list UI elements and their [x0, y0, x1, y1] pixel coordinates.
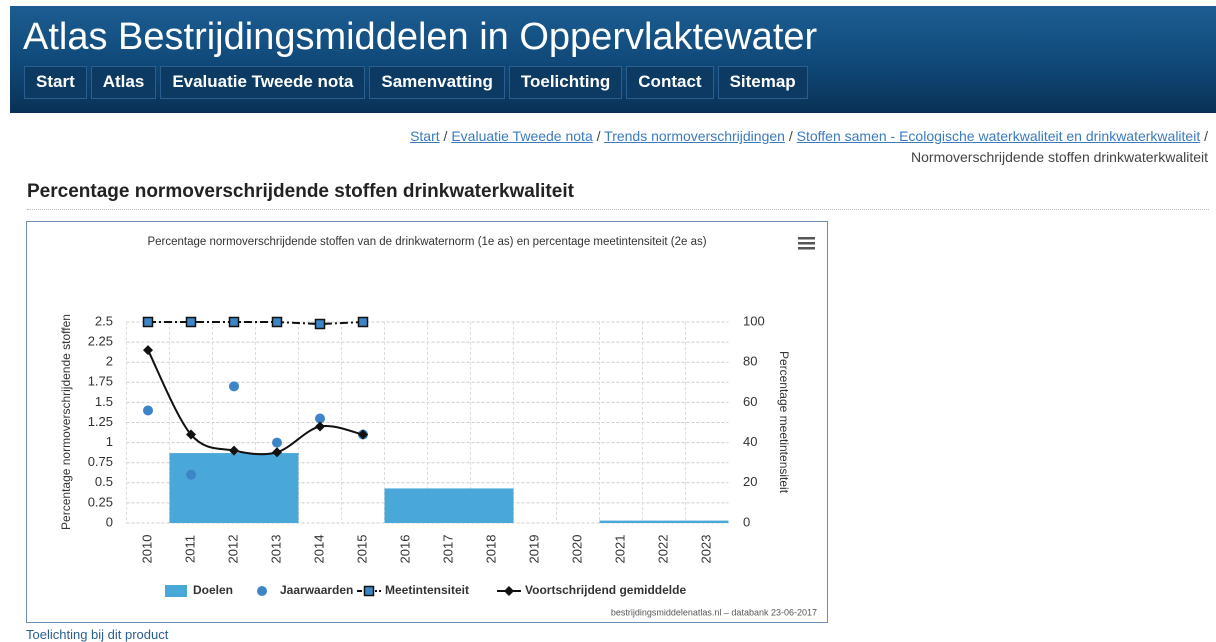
header: Atlas Bestrijdingsmiddelen in Oppervlakt…	[10, 6, 1216, 113]
breadcrumb: Start / Evaluatie Tweede nota / Trends n…	[410, 128, 1208, 165]
legend-label: Doelen	[193, 583, 233, 597]
bar	[599, 520, 643, 523]
chart: Percentage normoverschrijdende stoffen v…	[26, 221, 828, 623]
marker	[272, 447, 282, 458]
x-tick-label: 2010	[139, 535, 154, 564]
nav-item[interactable]: Start	[24, 66, 87, 99]
legend-label: Jaarwaarden	[280, 583, 353, 597]
marker	[228, 316, 240, 328]
marker	[142, 316, 154, 328]
bar	[212, 453, 256, 523]
y-tick-label: 2.25	[88, 334, 113, 349]
x-tick-label: 2023	[698, 535, 713, 564]
nav: Start Atlas Evaluatie Tweede nota Samenvatt…	[24, 66, 808, 99]
scatter-point	[186, 469, 196, 480]
bar	[384, 488, 428, 523]
nav-item[interactable]: Atlas	[90, 66, 157, 99]
breadcrumb-current: Normoverschrijdende stoffen drinkwaterkw…	[911, 149, 1208, 165]
marker	[143, 345, 153, 356]
bar	[685, 520, 729, 523]
y-tick-label: 1.75	[88, 374, 113, 389]
x-tick-label: 2013	[268, 535, 283, 564]
nav-item[interactable]: Sitemap	[717, 66, 808, 99]
x-tick-label: 2014	[311, 535, 326, 564]
x-tick-label: 2012	[225, 535, 240, 564]
legend-symbol	[165, 585, 187, 597]
y-tick-label: 2.5	[95, 313, 113, 328]
x-tick-label: 2011	[182, 535, 197, 563]
y-tick-label: 0.75	[88, 454, 113, 469]
line	[148, 321, 364, 326]
marker	[229, 445, 239, 456]
marker	[271, 316, 283, 328]
bar	[255, 453, 299, 523]
y-tick-label: 1	[106, 434, 113, 449]
y-tick-label: 0.5	[95, 474, 113, 489]
y-tick-label: 2	[106, 354, 113, 369]
y-axis-title: Percentage normoverschrijdende stoffen	[59, 314, 73, 530]
legend-symbol	[257, 586, 267, 596]
y2-tick-label: 40	[743, 434, 757, 449]
x-tick-label: 2015	[354, 535, 369, 564]
y-tick-label: 1.5	[95, 394, 113, 409]
y-tick-label: 1.25	[88, 414, 113, 429]
legend-symbol	[504, 586, 514, 596]
y2-tick-label: 20	[743, 474, 757, 489]
x-tick-label: 2019	[526, 535, 541, 564]
x-tick-label: 2020	[569, 535, 584, 564]
marker	[185, 316, 197, 328]
y2-axis-title: Percentage meetintensiteit	[777, 351, 791, 494]
breadcrumb-link[interactable]: Stoffen samen - Ecologische waterkwalite…	[796, 128, 1201, 144]
marker	[186, 429, 196, 440]
x-tick-label: 2017	[440, 535, 455, 564]
marker	[357, 316, 369, 328]
bar	[169, 453, 213, 523]
y-tick-label: 0.25	[88, 494, 113, 509]
menu-icon[interactable]	[798, 237, 815, 250]
nav-item[interactable]: Evaluatie Tweede nota	[160, 66, 366, 99]
x-tick-label: 2018	[483, 535, 498, 564]
chart-title: Percentage normoverschrijdende stoffen v…	[147, 236, 706, 248]
y2-tick-label: 60	[743, 394, 757, 409]
legend-symbol	[363, 585, 375, 597]
page-heading: Percentage normoverschrijdende stoffen d…	[27, 181, 1209, 210]
nav-item[interactable]: Contact	[626, 66, 714, 99]
x-tick-label: 2016	[397, 535, 412, 564]
scatter-point	[229, 381, 239, 392]
y2-tick-label: 80	[743, 354, 757, 369]
nav-item[interactable]: Samenvatting	[369, 66, 505, 99]
footer-link[interactable]: Toelichting bij dit product	[26, 627, 169, 642]
legend-label: Meetintensiteit	[385, 583, 469, 597]
marker	[315, 421, 325, 432]
credit: bestrijdingsmiddelenatlas.nl – databank …	[611, 607, 817, 617]
legend-label: Voortschrijdend gemiddelde	[525, 583, 686, 597]
bar	[470, 488, 514, 523]
scatter-point	[315, 413, 325, 424]
nav-item[interactable]: Toelichting	[508, 66, 623, 99]
x-tick-label: 2021	[612, 535, 627, 564]
bar	[642, 520, 686, 523]
marker	[314, 318, 326, 330]
y2-tick-label: 100	[743, 313, 765, 328]
scatter-point	[272, 437, 282, 448]
marker	[358, 429, 368, 440]
scatter-point	[143, 405, 153, 416]
breadcrumb-link[interactable]: Trends normoverschrijdingen	[604, 128, 785, 144]
y2-tick-label: 0	[743, 514, 750, 529]
bar	[427, 488, 471, 523]
y-tick-label: 0	[106, 514, 113, 529]
site-title: Atlas Bestrijdingsmiddelen in Oppervlakt…	[23, 16, 818, 58]
breadcrumb-link[interactable]: Evaluatie Tweede nota	[451, 128, 593, 144]
breadcrumb-link[interactable]: Start	[410, 128, 440, 144]
x-tick-label: 2022	[655, 535, 670, 564]
